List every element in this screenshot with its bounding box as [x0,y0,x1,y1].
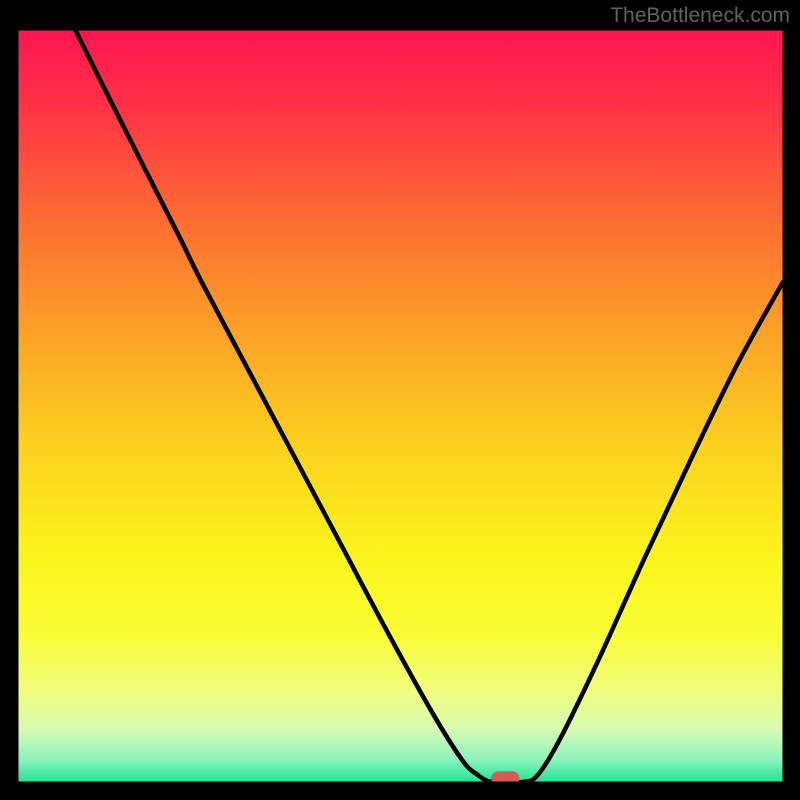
bottleneck-chart [0,0,800,800]
watermark-label: TheBottleneck.com [610,4,790,28]
chart-container: TheBottleneck.com [0,0,800,800]
